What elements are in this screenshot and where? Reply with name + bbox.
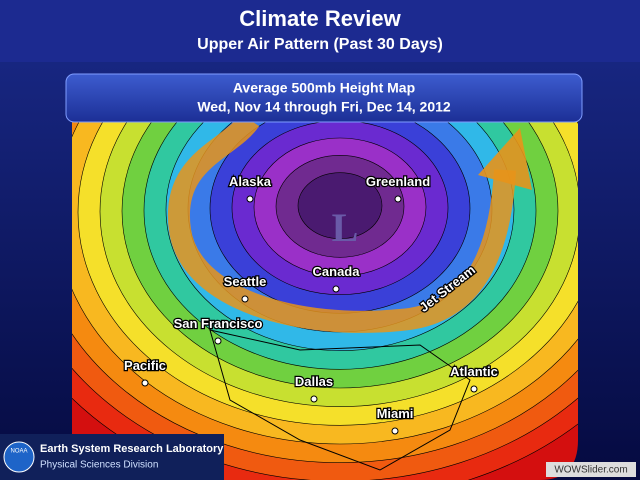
place-dot (332, 285, 340, 293)
map-title-panel (65, 73, 583, 123)
map-title: Average 500mb Height Map (233, 80, 415, 96)
place-labels: Alaska Greenland Canada Seattle San Francisc… (123, 173, 499, 435)
place-label: Seattle (224, 274, 267, 289)
noaa-logo-text: NOAA (10, 449, 27, 455)
subtitle: Upper Air Pattern (Past 30 Days) (197, 36, 443, 53)
place-dot (241, 295, 249, 303)
place-label: Greenland (366, 174, 430, 189)
jet-stream (167, 118, 516, 333)
place-label: San Francisco (174, 316, 263, 331)
footer-logo-box (0, 434, 224, 480)
place-dot (141, 379, 149, 387)
place-label: Pacific (124, 358, 166, 373)
place-label: Dallas (295, 374, 333, 389)
coastline (209, 329, 471, 471)
division-name: Physical Sciences Division (40, 460, 158, 471)
place-label: Canada (313, 264, 361, 279)
place-dot (470, 385, 478, 393)
watermark-box (546, 462, 636, 477)
place-dot (394, 195, 402, 203)
place-dot (246, 195, 254, 203)
place-dot (310, 395, 318, 403)
map-dates: Wed, Nov 14 through Fri, Dec 14, 2012 (197, 99, 451, 115)
header-bar (0, 0, 640, 62)
noaa-logo (3, 441, 35, 473)
title: Climate Review (239, 6, 401, 31)
place-dot (214, 337, 222, 345)
place-label: Alaska (229, 174, 272, 189)
place-dot (391, 427, 399, 435)
jet-arrow (478, 128, 532, 190)
watermark: WOWSlider.com (554, 465, 627, 476)
contour-band (297, 172, 383, 239)
place-label: Miami (377, 406, 414, 421)
place-label: Atlantic (450, 364, 498, 379)
org-name: Earth System Research Laboratory (40, 443, 224, 455)
low-marker: L (332, 205, 359, 250)
